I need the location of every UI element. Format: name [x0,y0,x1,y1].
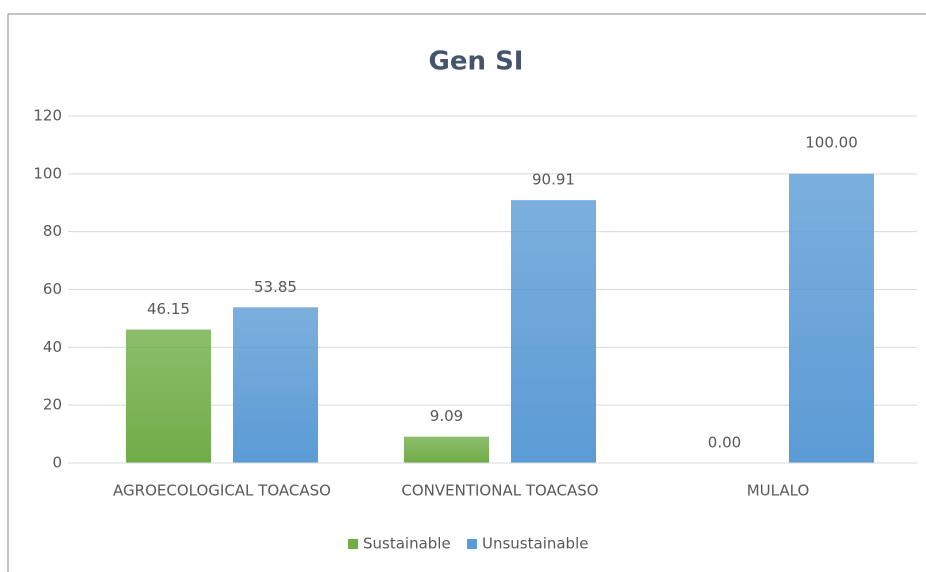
bar [511,200,596,463]
legend-swatch [467,539,477,549]
value-label: 46.15 [147,300,190,318]
value-label: 53.85 [254,278,297,296]
value-label: 9.09 [430,407,463,425]
y-tick-label: 0 [52,454,62,472]
legend-swatch [348,539,358,549]
y-tick-label: 80 [43,222,62,240]
legend-label: Unsustainable [482,535,588,553]
x-tick-label: MULALO [747,482,810,500]
value-label: 0.00 [708,434,741,452]
y-tick-label: 120 [33,107,62,125]
value-label: 100.00 [805,133,858,151]
chart-title: Gen SI [429,47,524,77]
bar [404,436,489,463]
legend-label: Sustainable [363,535,451,553]
y-tick-label: 40 [43,338,62,356]
bar [126,329,211,463]
y-tick-label: 100 [33,164,62,182]
bar [789,173,874,464]
y-tick-label: 60 [43,280,62,298]
chart-frame [7,13,926,572]
x-tick-label: AGROECOLOGICAL TOACASO [113,482,331,500]
bar [233,307,318,463]
y-tick-label: 20 [43,396,62,414]
value-label: 90.91 [532,171,575,189]
x-tick-label: CONVENTIONAL TOACASO [401,482,598,500]
